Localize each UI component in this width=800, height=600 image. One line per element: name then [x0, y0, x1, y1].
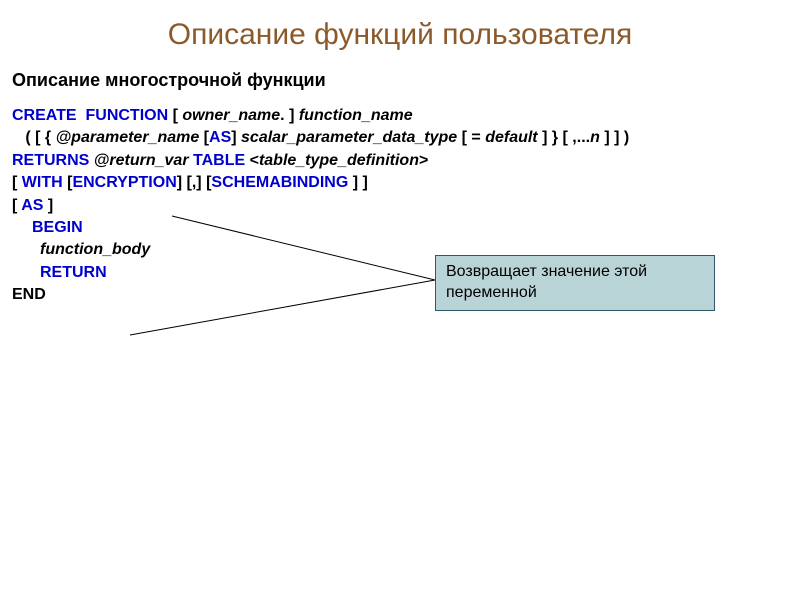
code-text: [ = [457, 129, 485, 146]
code-italic: owner_name [182, 107, 280, 124]
keyword: CREATE FUNCTION [12, 107, 168, 124]
code-italic: n [590, 129, 600, 146]
code-text: [ [12, 174, 22, 191]
code-line-1: CREATE FUNCTION [ owner_name. ] function… [12, 105, 800, 127]
keyword: BEGIN [32, 219, 83, 236]
code-line-4: [ WITH [ENCRYPTION] [,] [SCHEMABINDING ]… [12, 172, 800, 194]
keyword: TABLE [193, 152, 245, 169]
code-italic: default [485, 129, 537, 146]
keyword: SCHEMABINDING [211, 174, 348, 191]
code-text: ] [43, 197, 53, 214]
code-text: ] ] ) [600, 129, 629, 146]
keyword: RETURN [40, 264, 107, 281]
page-title: Описание функций пользователя [0, 0, 800, 70]
code-text: ] } [ ,... [538, 129, 590, 146]
section-subtitle: Описание многострочной функции [0, 70, 800, 91]
keyword: WITH [22, 174, 63, 191]
code-italic: scalar_parameter_data_type [241, 129, 457, 146]
code-text: [ [199, 129, 209, 146]
code-text: [ [12, 197, 21, 214]
keyword: AS [209, 129, 231, 146]
code-text: END [12, 286, 46, 303]
code-italic: @parameter_name [56, 129, 200, 146]
code-line-6: BEGIN [12, 217, 800, 239]
code-italic: table_type_definition [259, 152, 419, 169]
code-line-2: ( [ { @parameter_name [AS] scalar_parame… [12, 127, 800, 149]
code-text: ( [ { [12, 129, 56, 146]
code-text: [ [63, 174, 73, 191]
code-line-3: RETURNS @return_var TABLE <table_type_de… [12, 150, 800, 172]
keyword: RETURNS [12, 152, 89, 169]
code-text: ] ] [348, 174, 368, 191]
code-italic: function_body [40, 241, 150, 258]
keyword: AS [21, 197, 43, 214]
code-text: > [419, 152, 428, 169]
code-line-5: [ AS ] [12, 195, 800, 217]
code-text: ] [,] [ [177, 174, 212, 191]
code-italic: @return_var [94, 152, 193, 169]
code-text: . ] [280, 107, 299, 124]
code-italic: function_name [299, 107, 413, 124]
code-text: < [245, 152, 259, 169]
keyword: ENCRYPTION [72, 174, 176, 191]
code-text: ] [231, 129, 241, 146]
callout-box: Возвращает значение этой переменной [435, 255, 715, 311]
code-text: [ [168, 107, 182, 124]
